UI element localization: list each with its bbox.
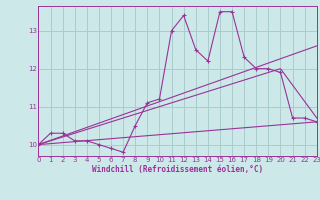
X-axis label: Windchill (Refroidissement éolien,°C): Windchill (Refroidissement éolien,°C) xyxy=(92,165,263,174)
